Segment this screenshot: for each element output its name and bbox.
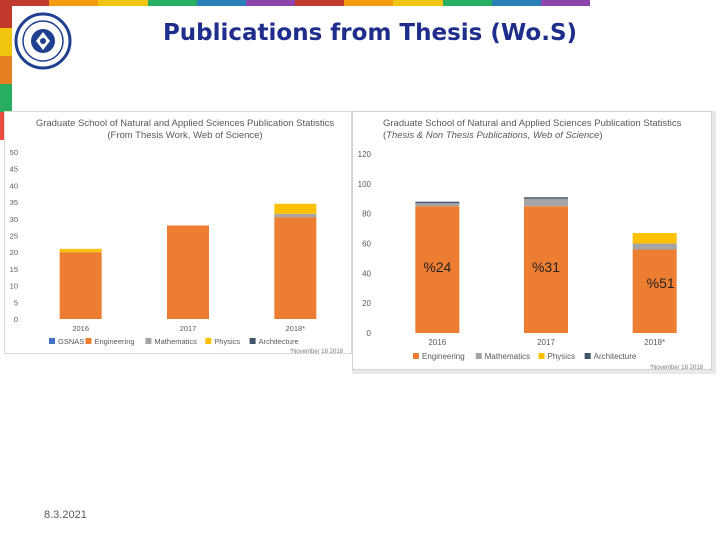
bar-segment (59, 252, 102, 319)
stripe-segment (245, 0, 296, 6)
legend-label: Mathematics (485, 352, 530, 361)
y-tick-label: 0 (367, 329, 372, 338)
legend-swatch (145, 338, 152, 344)
percent-annotation: %24 (423, 259, 451, 275)
bar-segment (632, 249, 677, 333)
x-tick-label: 2017 (537, 338, 555, 347)
y-tick-label: 120 (358, 150, 372, 159)
bar-segment (415, 206, 460, 333)
y-tick-label: 5 (14, 298, 18, 307)
chart-title-prefix: Graduate School of Natural and Applied S… (383, 118, 682, 141)
stripe-segment (540, 0, 591, 6)
legend-swatch (85, 338, 92, 344)
bar-segment (415, 203, 460, 207)
x-tick-label: 2016 (72, 324, 89, 333)
bar-segment (524, 198, 568, 207)
x-tick-label: 2017 (180, 324, 197, 333)
bar-segment (415, 201, 460, 204)
chart-all-publications: 0 20 40 60 80 100 120 2016 %24 2017 %31 2018* %51 Eng… (358, 150, 704, 371)
y-tick-label: 20 (362, 299, 371, 308)
slide-title: Publications from Thesis (Wo.S) (162, 20, 578, 46)
legend-label: Physics (214, 337, 240, 346)
stripe-segment (0, 0, 50, 6)
y-tick-label: 80 (362, 210, 371, 219)
chart-footnote: *November 18 2018 (290, 349, 344, 355)
bar-segment (59, 248, 102, 253)
y-tick-label: 50 (10, 148, 18, 157)
legend-label: Mathematics (154, 337, 197, 346)
legend-swatch (249, 338, 256, 344)
legend-label: Architecture (259, 337, 299, 346)
stripe-segment (344, 0, 394, 6)
bar-segment (167, 225, 209, 319)
y-tick-label: 0 (14, 315, 18, 324)
bar-segment (524, 206, 568, 333)
x-tick-label: 2016 (428, 338, 446, 347)
stripe-segment (49, 0, 99, 6)
legend-label: Physics (548, 352, 576, 361)
chart-title-suffix: ) (599, 130, 603, 141)
bar-segment (524, 197, 568, 199)
legend-label: Engineering (95, 337, 135, 346)
legend-swatch (475, 353, 482, 359)
university-seal-logo (14, 12, 72, 70)
bar-segment (274, 203, 317, 214)
percent-annotation: %31 (532, 259, 560, 275)
stripe-segment (393, 0, 443, 6)
stripe-segment (491, 0, 541, 6)
x-tick-label: 2018* (286, 324, 306, 333)
y-tick-label: 10 (10, 282, 18, 291)
y-tick-label: 40 (362, 269, 371, 278)
bar-segment (274, 213, 317, 218)
percent-annotation: %51 (647, 275, 675, 291)
legend-label: GSNAS (58, 337, 84, 346)
y-tick-label: 25 (10, 232, 18, 241)
bar-segment (274, 217, 317, 319)
stripe-segment (442, 0, 492, 6)
y-tick-label: 15 (10, 265, 18, 274)
legend-swatch (413, 353, 419, 359)
stripe-segment (196, 0, 246, 6)
x-tick-label: 2018* (644, 338, 665, 347)
chart-title: Graduate School of Natural and Applied S… (383, 118, 683, 142)
stripe-segment (98, 0, 148, 6)
y-tick-label: 60 (362, 240, 371, 249)
bar-segment (632, 243, 677, 250)
legend-swatch (584, 353, 591, 359)
stripe-segment (295, 0, 345, 6)
y-tick-label: 35 (10, 198, 18, 207)
y-tick-label: 30 (10, 215, 18, 224)
y-tick-label: 100 (358, 180, 372, 189)
chart-thesis-publications: 0 5 10 15 20 25 30 35 40 45 50 2016 2017 2018* GSNAS En… (10, 148, 344, 355)
slide-date: 8.3.2021 (44, 509, 87, 521)
chart-footnote: *November 18 2018 (650, 365, 704, 371)
chart-title-italic: Thesis & Non Thesis Publications, Web of… (386, 130, 600, 141)
stripe-segment (147, 0, 197, 6)
chart-title: Graduate School of Natural and Applied S… (35, 118, 335, 141)
y-tick-label: 20 (10, 248, 18, 257)
chart-panel-all: Graduate School of Natural and Applied S… (352, 111, 712, 371)
y-tick-label: 45 (10, 165, 18, 174)
y-tick-label: 40 (10, 181, 18, 190)
chart-panel-thesis: Graduate School of Natural and Applied S… (4, 111, 352, 355)
legend-swatch (538, 353, 545, 359)
legend-label: Engineering (422, 352, 465, 361)
bar-segment (632, 233, 677, 244)
legend-label: Architecture (594, 352, 637, 361)
top-color-stripe (0, 0, 591, 6)
legend-swatch (49, 338, 55, 344)
legend-swatch (205, 338, 212, 344)
